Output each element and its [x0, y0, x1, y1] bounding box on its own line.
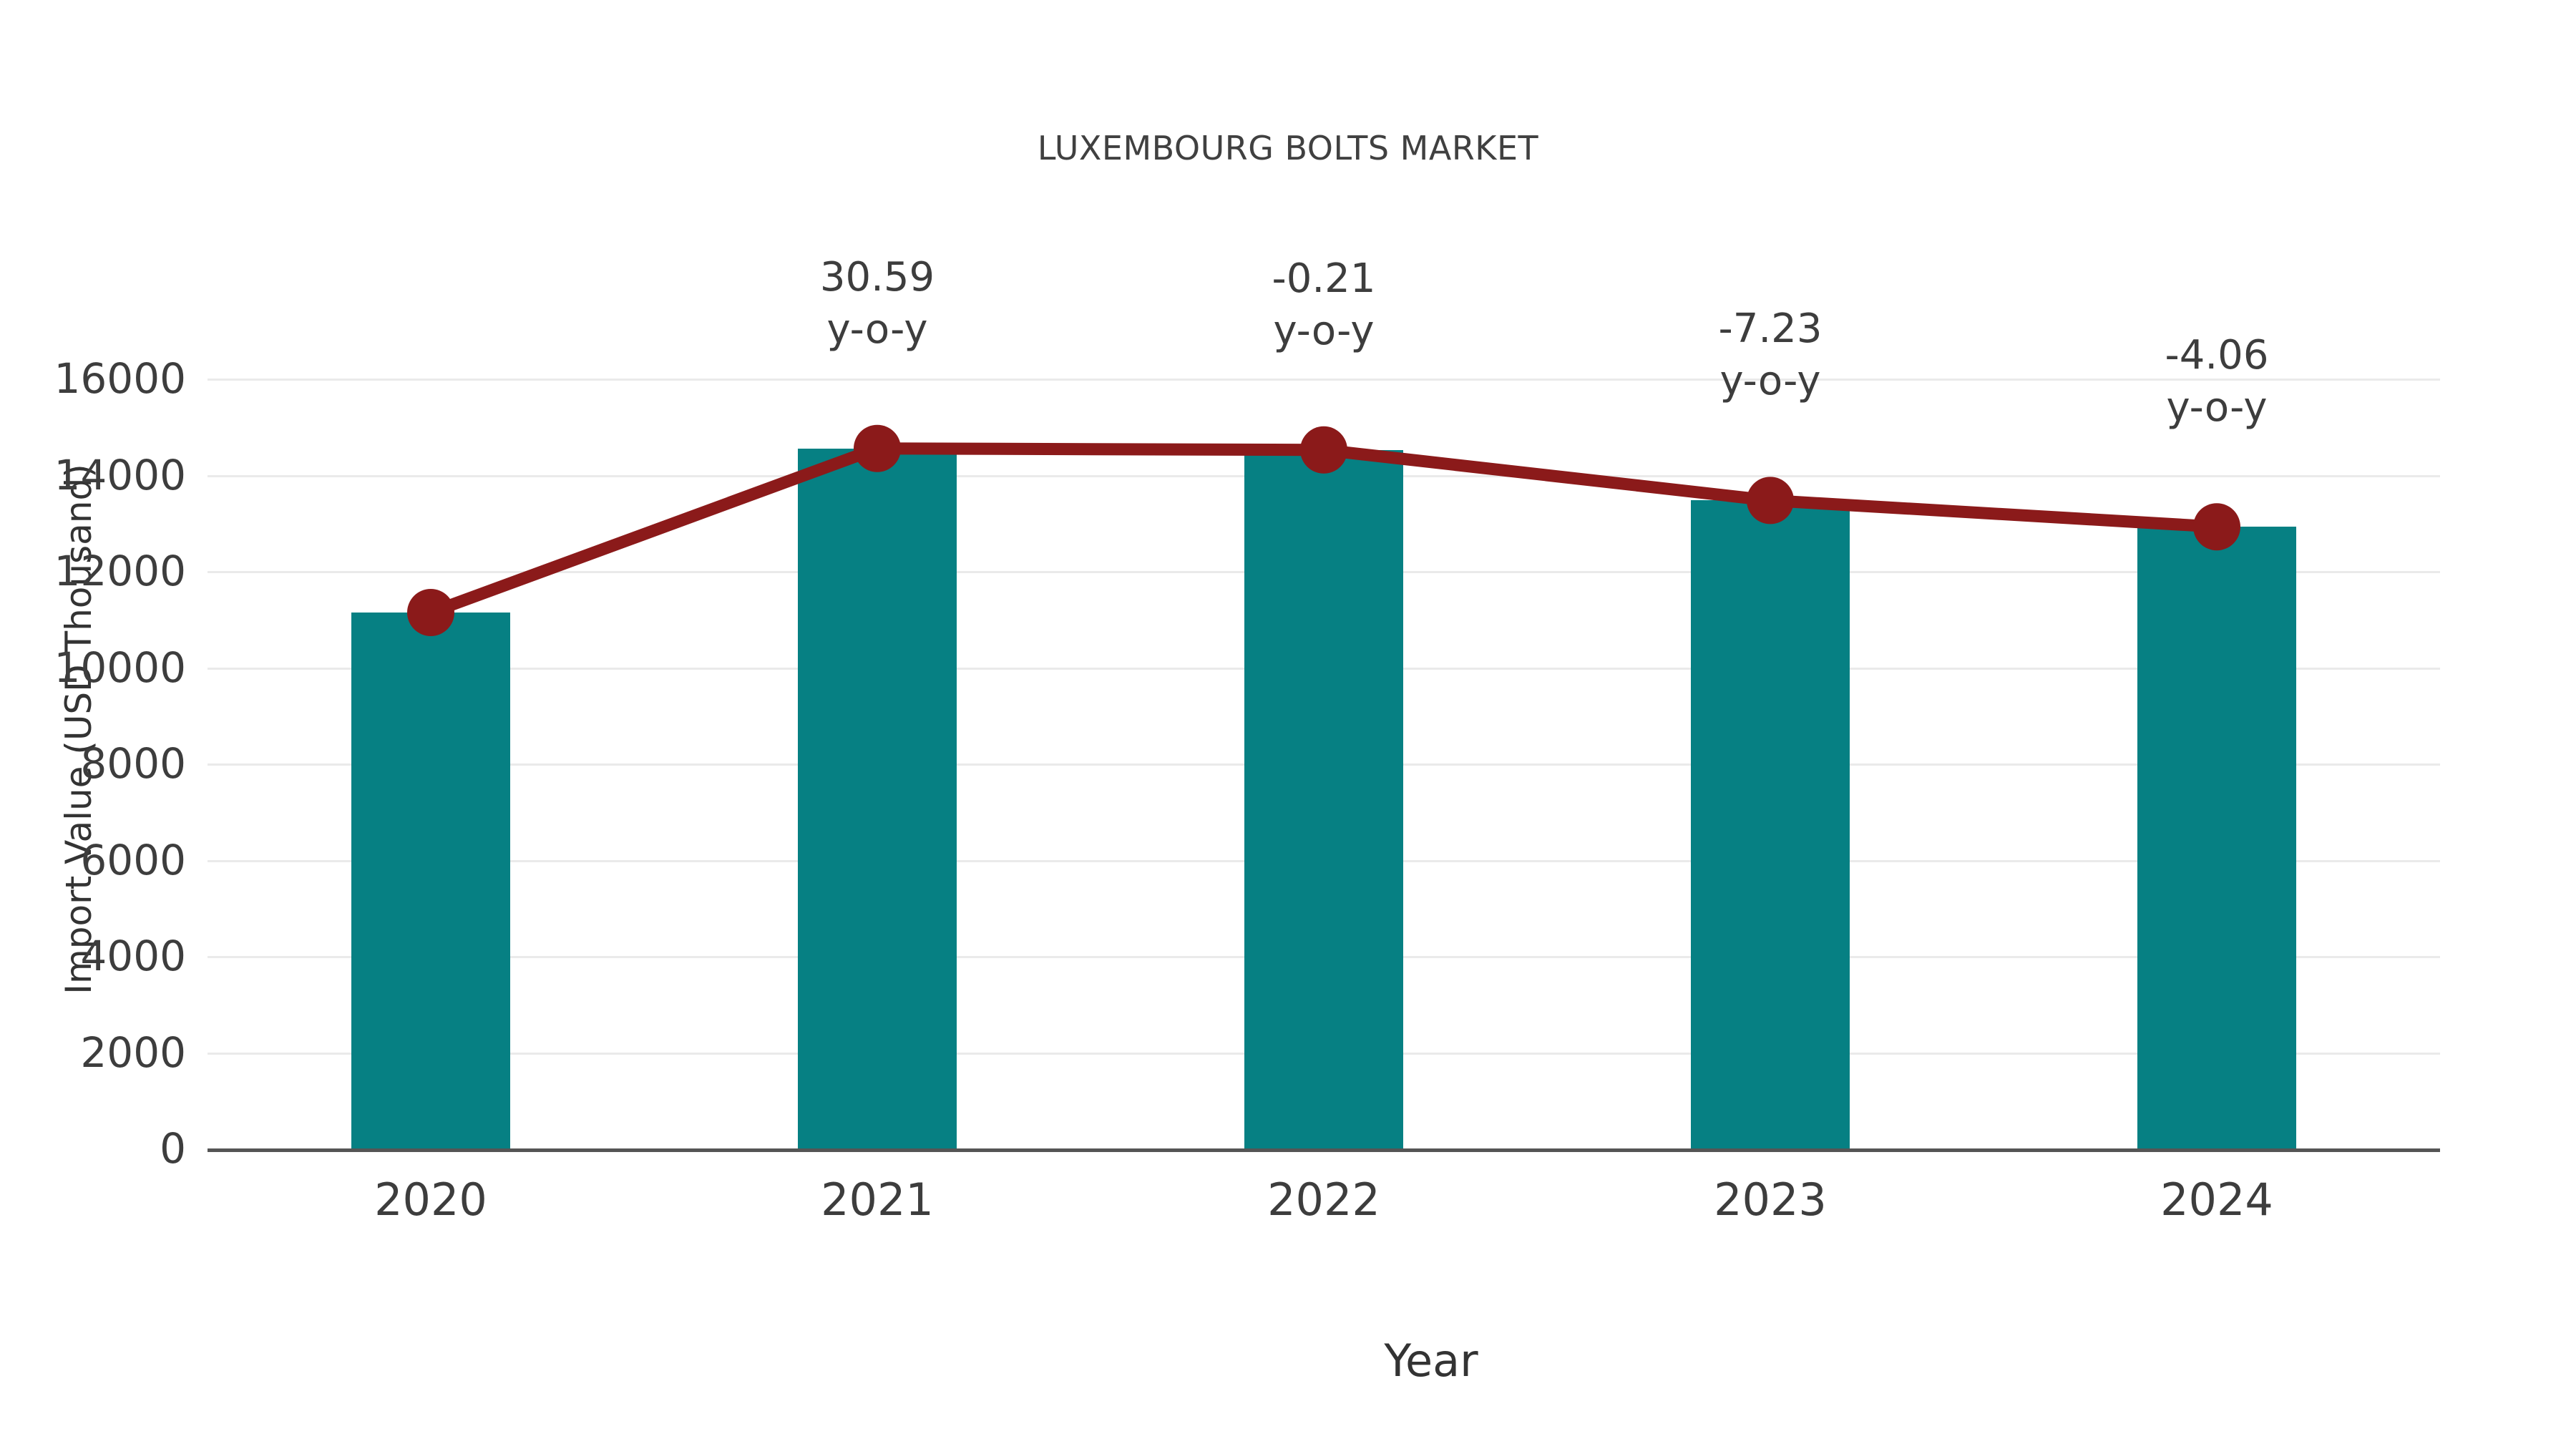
- bar: [1691, 500, 1850, 1148]
- plot-area: [208, 379, 2440, 1148]
- y-axis-title: Import Value (USD Thousand): [58, 464, 99, 995]
- growth-annotation-value: -4.06: [2165, 332, 2269, 379]
- bar: [2137, 527, 2296, 1148]
- bar: [1244, 449, 1403, 1148]
- x-axis-tick-label: 2024: [2160, 1174, 2273, 1226]
- bar: [351, 612, 510, 1148]
- growth-annotation-suffix: y-o-y: [1273, 307, 1375, 354]
- growth-annotation: -0.21 y-o-y: [1145, 253, 1503, 358]
- bar: [798, 448, 957, 1148]
- growth-annotation-value: 30.59: [819, 253, 935, 301]
- growth-annotation-suffix: y-o-y: [826, 306, 928, 353]
- growth-annotation-suffix: y-o-y: [2166, 384, 2268, 431]
- growth-annotation-value: -0.21: [1272, 255, 1376, 302]
- x-axis-tick-label: 2022: [1267, 1174, 1380, 1226]
- x-axis-title: Year: [1384, 1335, 1478, 1387]
- x-axis-tick-label: 2023: [1714, 1174, 1827, 1226]
- growth-annotation: -7.23 y-o-y: [1591, 303, 1949, 408]
- growth-annotation: -4.06 y-o-y: [2038, 330, 2396, 434]
- growth-annotation-suffix: y-o-y: [1719, 358, 1821, 405]
- x-axis-tick-label: 2020: [374, 1174, 487, 1226]
- x-axis-line: [208, 1148, 2440, 1152]
- gridline: [208, 379, 2440, 381]
- x-axis-tick-label: 2021: [821, 1174, 934, 1226]
- growth-annotation-value: -7.23: [1718, 306, 1823, 353]
- growth-annotation: 30.59 y-o-y: [698, 252, 1056, 356]
- chart-title: LUXEMBOURG BOLTS MARKET: [1037, 129, 1539, 167]
